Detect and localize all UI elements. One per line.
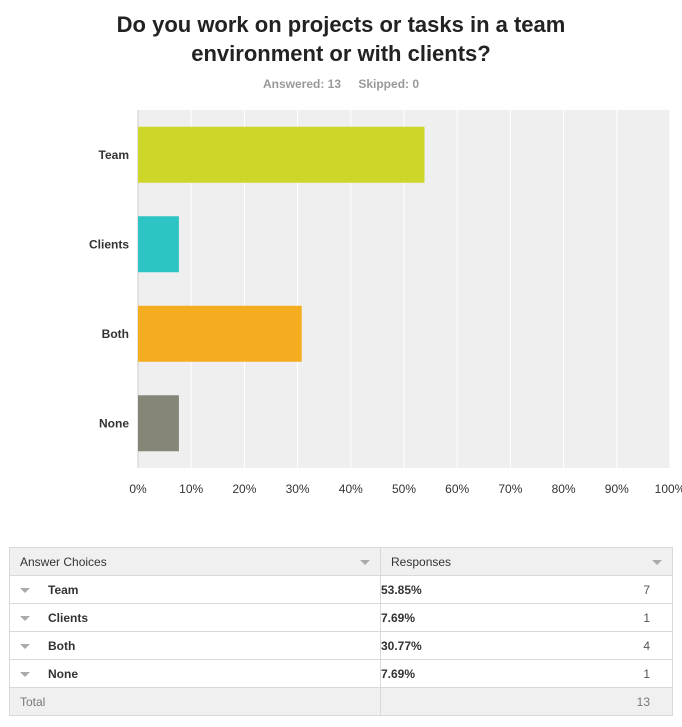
x-tick-label: 80% — [552, 482, 576, 496]
x-tick-label: 10% — [179, 482, 203, 496]
table-row: Both 30.77% 4 — [9, 631, 673, 660]
sort-caret-icon[interactable] — [652, 560, 662, 565]
chart-title-line-1: Do you work on projects or tasks in a te… — [116, 12, 566, 37]
header-answer-choices-label: Answer Choices — [20, 554, 107, 569]
category-label: Both — [102, 327, 129, 341]
bar-none — [138, 395, 179, 452]
responses-table: Answer Choices Responses Team 53.85% 7 Cl… — [9, 547, 673, 716]
expand-caret-icon[interactable] — [20, 587, 30, 593]
count-value: 1 — [643, 610, 650, 625]
sort-caret-icon[interactable] — [360, 560, 370, 565]
table-row: Clients 7.69% 1 — [9, 603, 673, 632]
category-label: Clients — [89, 237, 129, 251]
count-value: 1 — [643, 666, 650, 681]
count-value: 4 — [643, 638, 650, 653]
x-tick-label: 100% — [655, 482, 682, 496]
choice-label: Clients — [48, 610, 89, 625]
choice-label: None — [48, 666, 78, 681]
bar-clients — [138, 216, 179, 273]
x-tick-label: 0% — [129, 482, 147, 496]
header-responses[interactable]: Responses — [380, 547, 673, 576]
bar-both — [138, 305, 302, 362]
category-label: Team — [99, 148, 129, 162]
category-label: None — [99, 416, 129, 430]
bar-chart: 0% 10% 20% 30% 40% 50% 60% 70% 80% 90% 100% Team Cli… — [89, 110, 682, 496]
chart-title: Do you work on projects or tasks in a te… — [0, 10, 682, 68]
choice-label: Both — [48, 638, 76, 653]
response-meta: Answered: 13 Skipped: 0 — [0, 77, 682, 91]
x-tick-label: 20% — [232, 482, 256, 496]
percent-value: 53.85% — [381, 582, 422, 597]
expand-caret-icon[interactable] — [20, 671, 30, 677]
header-answer-choices[interactable]: Answer Choices — [9, 547, 381, 576]
choice-label: Team — [48, 582, 79, 597]
header-responses-label: Responses — [391, 554, 452, 569]
x-tick-label: 60% — [445, 482, 469, 496]
answered-count: Answered: 13 — [262, 77, 341, 91]
table-row: Team 53.85% 7 — [9, 575, 673, 604]
expand-caret-icon[interactable] — [20, 643, 30, 649]
percent-value: 7.69% — [381, 610, 416, 625]
total-value: 13 — [380, 687, 673, 716]
percent-value: 7.69% — [381, 666, 416, 681]
total-label: Total — [9, 687, 381, 716]
total-row: Total 13 — [9, 687, 673, 716]
expand-caret-icon[interactable] — [20, 615, 30, 621]
chart-title-line-2: environment or with clients? — [191, 41, 491, 66]
x-tick-label: 50% — [392, 482, 416, 496]
skipped-count: Skipped: 0 — [358, 77, 420, 91]
table-row: None 7.69% 1 — [9, 659, 673, 688]
percent-value: 30.77% — [381, 638, 422, 653]
x-tick-label: 30% — [286, 482, 310, 496]
x-tick-label: 40% — [339, 482, 363, 496]
x-tick-label: 90% — [605, 482, 629, 496]
count-value: 7 — [643, 582, 650, 597]
x-tick-label: 70% — [498, 482, 522, 496]
bar-team — [138, 126, 425, 183]
